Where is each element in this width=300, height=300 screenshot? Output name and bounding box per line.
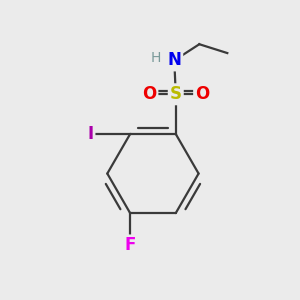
Text: F: F [124, 236, 136, 254]
Text: O: O [195, 85, 209, 103]
Text: N: N [167, 51, 181, 69]
Text: S: S [170, 85, 182, 103]
Text: I: I [87, 125, 93, 143]
Text: H: H [151, 51, 161, 65]
Text: O: O [142, 85, 156, 103]
